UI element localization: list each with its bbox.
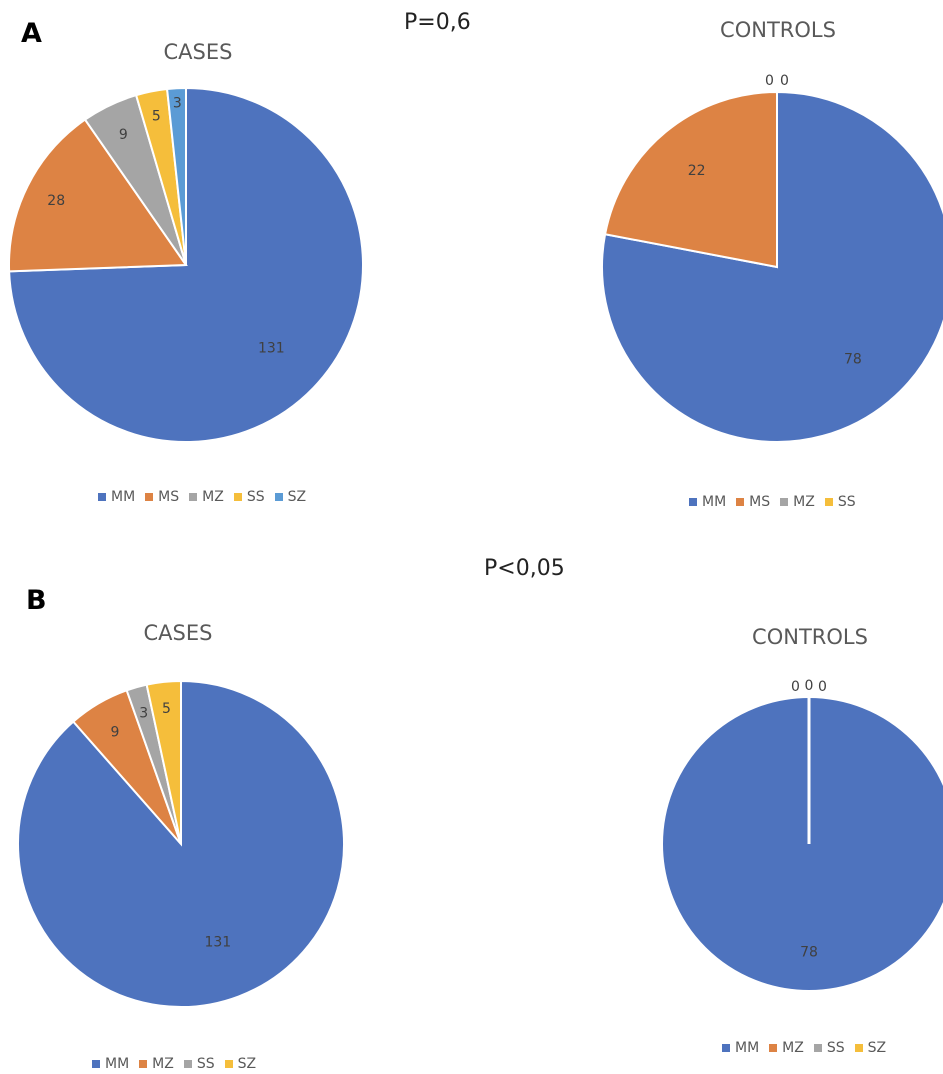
- legend-swatch-icon: [98, 493, 106, 501]
- legend-label: MZ: [152, 1056, 174, 1072]
- data-label-ss: 0: [780, 73, 789, 89]
- legend-swatch-icon: [274, 493, 283, 501]
- legend-label: MS: [158, 489, 180, 505]
- legend-label: SZ: [287, 489, 307, 505]
- data-label-mz: 0: [765, 73, 774, 89]
- legend-label: SS: [246, 489, 265, 505]
- legend-label: SS: [196, 1056, 215, 1072]
- pie-slice-ms: [603, 90, 778, 269]
- chart-title-b-cases: CASES: [143, 621, 213, 645]
- panel-a-label: A: [21, 18, 42, 49]
- legend-item-ss: SS: [813, 1040, 845, 1056]
- legend-swatch-icon: [824, 498, 833, 506]
- legend-swatch-icon: [722, 1044, 730, 1052]
- legend-item-mm: MM: [92, 1056, 129, 1072]
- legend-label: MM: [105, 1056, 130, 1072]
- data-label-mm: 78: [844, 352, 862, 368]
- legend-swatch-icon: [183, 1060, 192, 1068]
- legend-item-ms: MS: [736, 494, 770, 510]
- chart-title-a-cases: CASES: [163, 40, 233, 64]
- legend-item-mz: MZ: [769, 1040, 804, 1056]
- data-label-sz: 5: [162, 701, 171, 717]
- pie-slice-sz: [145, 679, 182, 845]
- data-label-sz: 3: [173, 95, 182, 111]
- pie-a-controls: 78 22 0 0: [601, 73, 943, 443]
- legend-label: MZ: [793, 494, 815, 510]
- panel-b-pvalue: P<0,05: [484, 556, 565, 581]
- data-label-sz: 0: [818, 679, 827, 695]
- data-label-ss: 0: [805, 678, 814, 694]
- pie-slice-sz: [165, 86, 187, 266]
- data-label-mm: 78: [800, 944, 818, 960]
- chart-title-a-controls: CONTROLS: [720, 18, 836, 42]
- legend-label: MM: [702, 494, 727, 510]
- legend-swatch-icon: [233, 493, 242, 501]
- legend-item-mm: MM: [98, 489, 135, 505]
- legend-label: SS: [826, 1040, 845, 1056]
- legend-swatch-icon: [769, 1044, 778, 1052]
- legend-swatch-icon: [92, 1060, 100, 1068]
- legend-swatch-icon: [813, 1044, 822, 1052]
- chart-title-b-controls: CONTROLS: [752, 625, 868, 649]
- pie-b-cases: 131 9 3 5: [17, 679, 345, 1008]
- pie-b-controls: 780 0 0: [661, 678, 943, 992]
- legend-swatch-icon: [780, 498, 789, 506]
- legend-a-cases: MM MS MZ SS SZ: [98, 489, 316, 505]
- data-label-ss: 5: [152, 109, 161, 125]
- legend-item-ss: SS: [183, 1056, 215, 1072]
- legend-label: SZ: [867, 1040, 887, 1056]
- legend-swatch-icon: [224, 1060, 233, 1068]
- data-label-mm: 131: [204, 935, 231, 951]
- legend-swatch-icon: [145, 493, 154, 501]
- legend-item-ss: SS: [233, 489, 265, 505]
- panel-b-label: B: [26, 585, 47, 616]
- data-label-mz: 9: [119, 127, 128, 143]
- data-label-mm: 131: [258, 340, 285, 356]
- legend-item-mz: MZ: [139, 1056, 174, 1072]
- legend-item-sz: SZ: [854, 1040, 887, 1056]
- panel-a-pvalue: P=0,6: [404, 10, 471, 35]
- legend-item-mm: MM: [722, 1040, 759, 1056]
- legend-label: MM: [111, 489, 136, 505]
- data-label-ms: 22: [688, 163, 706, 179]
- pie-slice-mm: [17, 679, 345, 1008]
- legend-item-sz: SZ: [224, 1056, 257, 1072]
- legend-swatch-icon: [736, 498, 745, 506]
- legend-item-ms: MS: [145, 489, 179, 505]
- legend-label: MZ: [782, 1040, 804, 1056]
- legend-swatch-icon: [689, 498, 697, 506]
- legend-label: MS: [749, 494, 771, 510]
- legend-a-controls: MM MS MZ SS: [689, 494, 866, 510]
- legend-swatch-icon: [139, 1060, 148, 1068]
- legend-label: MZ: [202, 489, 224, 505]
- pie-slice-ms: [8, 118, 188, 273]
- legend-label: SZ: [237, 1056, 257, 1072]
- legend-swatch-icon: [189, 493, 198, 501]
- data-label-mz: 9: [111, 725, 120, 741]
- legend-item-mm: MM: [689, 494, 726, 510]
- legend-b-controls: MM MZ SS SZ: [722, 1040, 896, 1056]
- data-label-ss: 3: [139, 705, 148, 721]
- data-label-mz: 0: [791, 679, 800, 695]
- legend-label: MM: [735, 1040, 760, 1056]
- legend-b-cases: MM MZ SS SZ: [92, 1056, 266, 1072]
- legend-item-mz: MZ: [780, 494, 815, 510]
- legend-label: SS: [837, 494, 856, 510]
- data-label-ms: 28: [47, 193, 65, 209]
- legend-item-sz: SZ: [274, 489, 307, 505]
- legend-item-ss: SS: [824, 494, 856, 510]
- legend-item-mz: MZ: [189, 489, 224, 505]
- legend-swatch-icon: [854, 1044, 863, 1052]
- pie-a-cases: 131 28 9 53: [8, 86, 364, 443]
